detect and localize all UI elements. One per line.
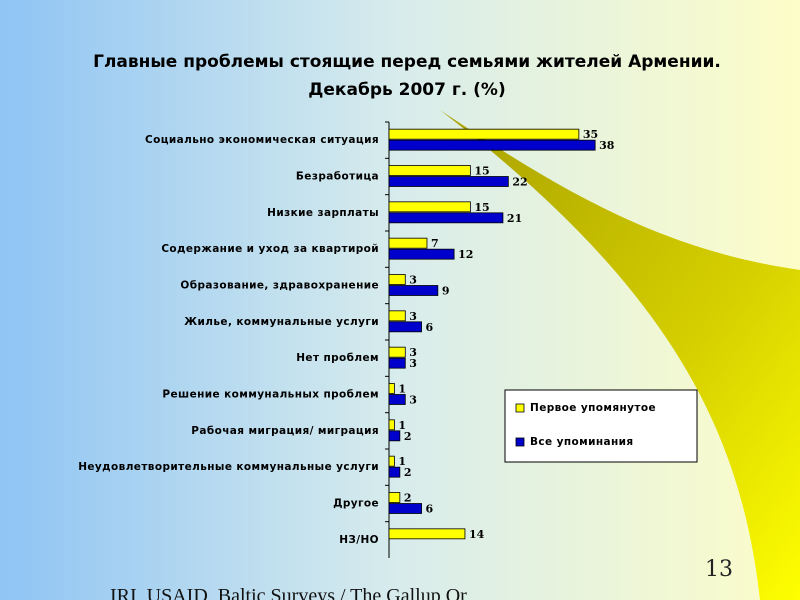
value-label: 3 [409, 346, 417, 359]
legend-label: Первое упомянутое [530, 402, 656, 414]
bar [388, 237, 428, 249]
value-label: 3 [409, 357, 417, 370]
value-label: 22 [512, 176, 527, 189]
bar [388, 346, 406, 358]
value-label: 14 [469, 528, 485, 541]
value-label: 1 [398, 455, 406, 468]
decoration [440, 110, 800, 600]
category-label: Образование, здравохранение [180, 280, 379, 292]
value-label: 3 [409, 274, 417, 287]
bar [388, 492, 401, 503]
bar [388, 394, 406, 405]
bar [388, 274, 406, 285]
bar [388, 176, 509, 187]
bar [388, 357, 406, 369]
value-label: 38 [599, 139, 615, 152]
value-label: 2 [404, 492, 412, 505]
bar [388, 165, 471, 176]
legend-box [504, 389, 698, 463]
category-label: Жилье, коммунальные услуги [184, 316, 379, 328]
value-label: 15 [474, 165, 489, 178]
category-label: Содержание и уход за квартирой [161, 243, 379, 255]
bar [388, 139, 596, 151]
category-label: Низкие зарплаты [267, 207, 379, 219]
bar [388, 466, 401, 478]
category-label: Решение коммунальных проблем [162, 389, 379, 401]
value-label: 35 [583, 128, 598, 141]
value-label: 2 [404, 430, 412, 443]
bar [388, 528, 466, 540]
legend: Первое упомянутое Все упоминания [504, 389, 698, 463]
category-label: Нет проблем [296, 352, 379, 364]
bar [388, 430, 401, 442]
value-label: 3 [409, 394, 417, 407]
chart-title: Главные проблемы стоящие перед семьями ж… [93, 52, 721, 72]
category-label: Неудовлетворительные коммунальные услуги [78, 461, 379, 473]
value-label: 3 [409, 310, 417, 323]
bar [388, 455, 395, 467]
category-label: Другое [333, 498, 379, 510]
footer: IRI, USAID, Baltic Surveys / The Gallup … [110, 585, 467, 600]
slide-number: 13 [705, 557, 733, 582]
bar [388, 310, 406, 322]
value-label: 1 [398, 383, 406, 396]
value-label: 6 [426, 321, 434, 334]
bar [388, 201, 471, 213]
legend-swatch [515, 437, 525, 447]
legend-label: Все упоминания [530, 436, 634, 448]
category-label: Социально экономическая ситуация [145, 134, 379, 146]
value-label: 15 [474, 201, 489, 214]
bar [388, 285, 439, 296]
bar [388, 503, 422, 514]
category-label: Безработица [296, 171, 379, 183]
category-label: Рабочая миграция/ миграция [191, 425, 379, 437]
legend-swatch [515, 403, 525, 413]
chart-subtitle: Декабрь 2007 г. (%) [308, 80, 505, 100]
bar [388, 248, 455, 260]
value-label: 2 [404, 466, 412, 479]
value-label: 6 [426, 503, 434, 516]
value-label: 21 [507, 212, 522, 225]
bar [388, 321, 422, 333]
bar [388, 419, 395, 431]
bar [388, 212, 504, 224]
value-label: 7 [431, 237, 439, 250]
value-label: 9 [442, 285, 450, 298]
bar [388, 383, 395, 394]
category-label: НЗ/НО [339, 534, 379, 546]
value-label: 12 [458, 248, 473, 261]
bar [388, 128, 580, 140]
value-label: 1 [398, 419, 406, 432]
